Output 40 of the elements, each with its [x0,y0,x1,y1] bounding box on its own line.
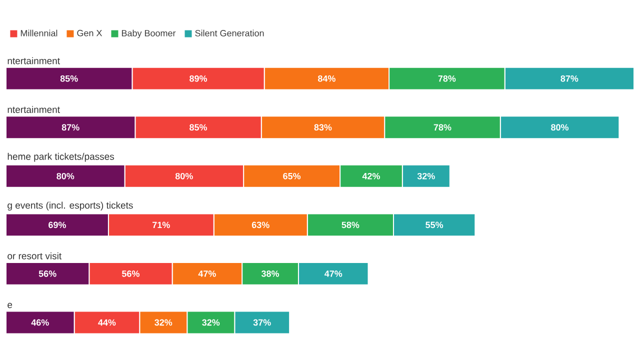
legend-label: Gen X [77,30,102,36]
data-label: 47% [324,270,342,277]
legend-label: Millennial [20,30,58,36]
y-tick-label: ntertainment [8,106,60,113]
data-label: 85% [190,124,208,131]
data-label: 32% [154,319,172,326]
data-label: 55% [426,222,444,228]
data-label: 56% [38,270,56,277]
data-label: 80% [175,172,193,180]
y-tick-label: heme park tickets/passes [8,152,114,162]
data-label: 56% [122,270,140,277]
data-label: 38% [261,270,280,277]
y-tick-label: or resort visit [8,252,62,260]
data-label: 32% [417,172,435,180]
data-label: 58% [342,222,360,228]
data-label: 47% [198,270,216,277]
data-label: 37% [253,319,271,326]
data-label: 89% [190,75,208,82]
data-label: 83% [314,124,332,131]
legend-label: Baby Boomer [122,30,176,38]
data-label: 80% [551,124,569,131]
data-label: 32% [202,319,220,326]
data-label: 46% [31,319,49,326]
data-label: 78% [438,75,456,82]
data-label: 80% [56,172,74,180]
data-label: 84% [318,75,336,82]
y-tick-label: e [8,302,12,308]
y-tick-label: g events (incl. esports) tickets [8,202,133,211]
data-label: 42% [362,172,380,180]
legend-label: Silent Generation [195,30,264,36]
data-label: 87% [560,75,578,82]
data-label: 44% [98,319,116,326]
data-label: 65% [283,172,301,180]
data-label: 78% [434,124,452,131]
data-label: 69% [48,222,66,228]
data-label: 87% [62,124,80,131]
data-label: 71% [152,222,170,228]
data-label: 63% [252,222,270,228]
y-tick-label: ntertainment [8,57,60,64]
data-label: 85% [60,75,78,82]
